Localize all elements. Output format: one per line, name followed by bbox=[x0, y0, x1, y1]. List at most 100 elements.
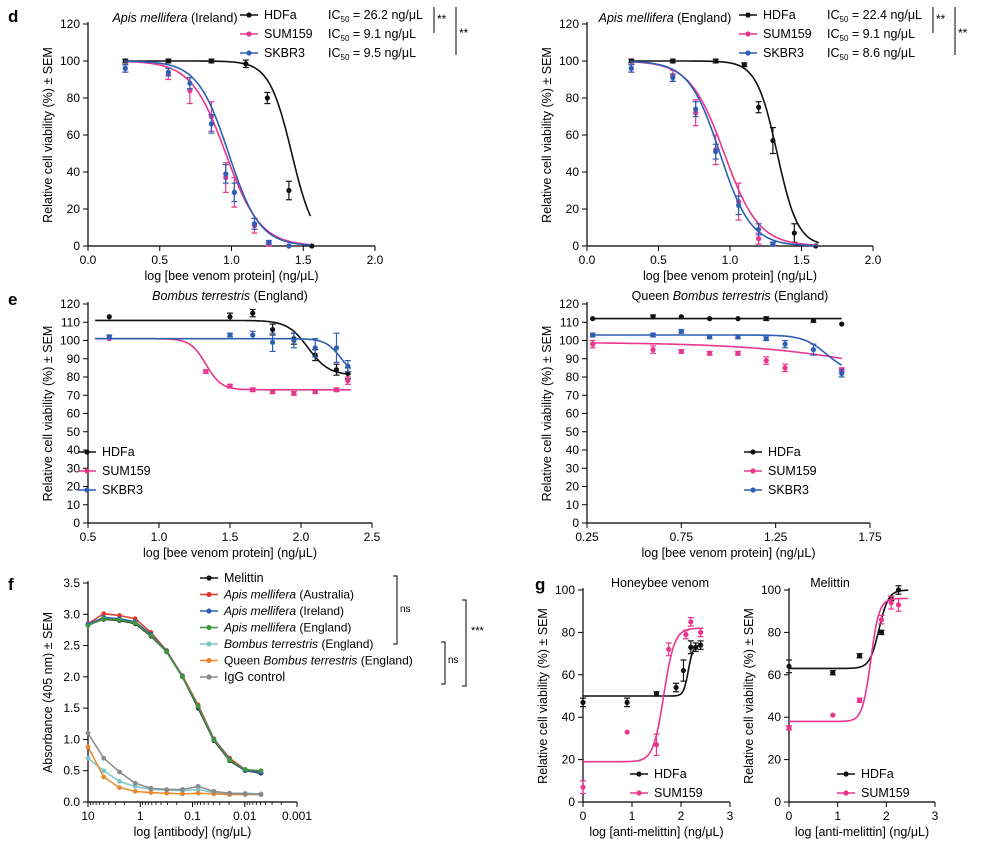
series-sum159 bbox=[589, 339, 845, 373]
data-point bbox=[227, 332, 233, 338]
data-point bbox=[264, 95, 270, 101]
data-point bbox=[782, 341, 788, 347]
legend: HDFa SUM159 bbox=[630, 767, 703, 800]
legend-ic50: IC50 = 26.2 ng/μL bbox=[328, 8, 423, 24]
data-point bbox=[117, 769, 122, 775]
significance-mark: ns bbox=[448, 655, 459, 666]
y-tick-label: 100 bbox=[559, 334, 579, 348]
data-point bbox=[85, 730, 91, 736]
legend-label: HDFa bbox=[264, 8, 297, 22]
legend: HDFa IC50 = 22.4 ng/μL SUM159 IC50 = 9.1 ng… bbox=[739, 8, 922, 62]
data-point bbox=[195, 783, 201, 789]
data-point bbox=[333, 367, 340, 373]
legend-swatch-marker bbox=[206, 575, 212, 581]
data-point bbox=[270, 326, 276, 333]
chart-title: Melittin bbox=[810, 576, 850, 590]
legend-swatch-marker bbox=[84, 468, 90, 474]
chart-panel-4: Queen Bombus terrestris (England) 0 10 20 30… bbox=[540, 289, 882, 560]
data-point bbox=[258, 792, 264, 797]
series-line bbox=[95, 337, 351, 391]
significance-brackets: ** ** bbox=[932, 7, 968, 55]
legend-swatch-marker bbox=[206, 674, 212, 680]
data-point bbox=[856, 653, 863, 659]
data-point bbox=[741, 62, 747, 68]
data-point bbox=[673, 684, 679, 691]
data-point bbox=[763, 316, 769, 322]
x-tick-label: 0 bbox=[786, 809, 793, 823]
data-point bbox=[693, 106, 699, 112]
data-point bbox=[683, 631, 689, 638]
legend-label: Bombus terrestris (England) bbox=[224, 637, 373, 651]
data-point bbox=[878, 629, 885, 636]
data-point bbox=[270, 339, 276, 345]
series-line bbox=[789, 589, 909, 670]
legend-swatch-marker bbox=[843, 771, 849, 777]
data-point bbox=[312, 345, 318, 351]
data-point bbox=[698, 629, 704, 636]
x-tick-label: 0.5 bbox=[151, 253, 168, 267]
x-axis-label: log [anti-melittin] (ng/μL) bbox=[795, 825, 929, 839]
y-tick-label: 120 bbox=[559, 17, 579, 31]
series-hdfa bbox=[95, 308, 351, 380]
panel-letter: e bbox=[8, 290, 17, 309]
y-tick-label: 0 bbox=[774, 795, 781, 809]
x-tick-label: 3 bbox=[727, 809, 734, 823]
y-tick-label: 0.5 bbox=[63, 764, 80, 778]
y-axis-label: Relative cell viability (%) ± SEM bbox=[742, 608, 756, 784]
panel-letter: g bbox=[535, 575, 545, 594]
data-point bbox=[208, 121, 215, 127]
y-tick-label: 100 bbox=[559, 54, 579, 68]
y-tick-label: 60 bbox=[566, 407, 580, 421]
y-axis-label: Absorbance (405 nm) ± SEM bbox=[41, 612, 55, 773]
x-tick-label: 2.0 bbox=[293, 530, 310, 544]
data-point bbox=[786, 725, 792, 731]
data-point bbox=[101, 616, 107, 622]
data-point bbox=[291, 337, 297, 344]
y-tick-label: 70 bbox=[566, 388, 580, 402]
series-hdfa bbox=[786, 585, 909, 676]
legend-swatch-marker bbox=[750, 468, 756, 474]
data-point bbox=[211, 737, 217, 743]
data-point bbox=[707, 316, 713, 322]
data-point bbox=[580, 699, 586, 705]
chart-title: Apis mellifera (England) bbox=[598, 11, 732, 25]
series-sum159 bbox=[95, 336, 351, 397]
y-tick-label: 20 bbox=[67, 480, 81, 494]
series-sum159 bbox=[580, 616, 704, 795]
data-point bbox=[580, 784, 586, 790]
data-point bbox=[678, 348, 684, 355]
data-point bbox=[839, 370, 845, 376]
y-tick-label: 80 bbox=[562, 625, 576, 639]
series-line bbox=[123, 60, 311, 246]
data-point bbox=[211, 788, 217, 794]
data-point bbox=[270, 389, 276, 395]
y-tick-label: 100 bbox=[60, 54, 80, 68]
x-tick-label: 0.75 bbox=[670, 530, 694, 544]
data-point bbox=[735, 202, 742, 208]
x-tick-label: 1 bbox=[834, 809, 841, 823]
legend-label: HDFa bbox=[861, 767, 894, 781]
significance-mark: ns bbox=[400, 604, 411, 615]
legend-ic50: IC50 = 9.1 ng/μL bbox=[827, 27, 915, 43]
data-point bbox=[164, 787, 170, 792]
data-point bbox=[756, 104, 762, 110]
x-tick-label: 0.001 bbox=[282, 809, 312, 823]
legend-label: SUM159 bbox=[264, 27, 313, 41]
data-point bbox=[624, 699, 630, 705]
y-tick-label: 40 bbox=[67, 443, 81, 457]
significance-mark: ** bbox=[459, 26, 469, 40]
legend-swatch-marker bbox=[745, 12, 751, 18]
series-skbr3 bbox=[95, 330, 352, 373]
data-point bbox=[164, 649, 170, 655]
data-point bbox=[770, 137, 776, 144]
y-axis-label: Relative cell viability (%) ± SEM bbox=[536, 608, 550, 784]
significance-mark: ** bbox=[958, 26, 968, 40]
y-tick-label: 50 bbox=[67, 425, 81, 439]
data-point bbox=[698, 642, 704, 648]
data-point bbox=[180, 787, 185, 792]
legend-swatch-marker bbox=[84, 449, 90, 455]
legend: Melittin Apis mellifera (Australia) Apis m… bbox=[200, 571, 413, 684]
data-point bbox=[242, 767, 248, 772]
chart-panel-6: g Honeybee venom 0 20 40 60 80 100 0 1 2 3 log [anti… bbox=[535, 575, 734, 839]
y-tick-label: 0 bbox=[73, 239, 80, 253]
